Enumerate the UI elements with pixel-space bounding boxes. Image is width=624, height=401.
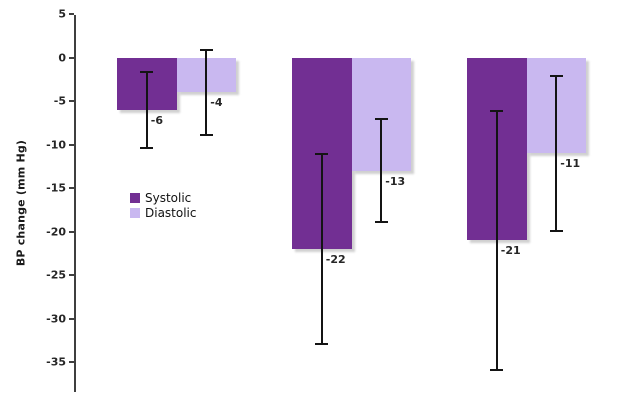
error-bar-systolic-group3	[495, 109, 498, 371]
legend-swatch-diastolic	[130, 207, 140, 218]
data-label-diastolic-group3: -11	[560, 157, 581, 171]
y-axis-title: BP change (mm Hg)	[14, 139, 28, 267]
error-bar-cap	[490, 109, 504, 112]
error-bar-diastolic-group3	[555, 74, 558, 232]
error-bar-cap	[199, 133, 213, 136]
error-bar-diastolic-group2	[380, 118, 383, 223]
error-bar-cap	[140, 70, 154, 73]
error-bar-systolic-group2	[320, 153, 323, 345]
legend-label-diastolic: Diastolic	[145, 205, 197, 220]
y-tick-mark	[69, 56, 74, 59]
data-label-systolic-group3: -21	[500, 244, 521, 258]
data-label-systolic-group2: -22	[325, 252, 346, 266]
data-label-diastolic-group1: -4	[210, 96, 223, 110]
y-tick-label: -20	[46, 225, 66, 238]
legend-label-systolic: Systolic	[145, 190, 192, 205]
error-bar-cap	[199, 48, 213, 51]
y-tick-label: -15	[46, 181, 66, 195]
error-bar-systolic-group1	[145, 70, 148, 149]
error-bar-cap	[549, 229, 563, 232]
y-tick-label: 0	[58, 51, 66, 64]
y-tick-label: -5	[53, 94, 66, 108]
y-tick-mark	[69, 274, 74, 276]
y-tick-label: -10	[46, 138, 66, 151]
y-tick-mark	[69, 13, 74, 15]
error-bar-diastolic-group1	[205, 48, 208, 136]
error-bar-cap	[374, 118, 388, 121]
y-tick-label: 5	[58, 7, 66, 21]
legend-entry-diastolic: Diastolic	[130, 205, 197, 220]
y-tick-mark	[69, 230, 74, 233]
y-tick-label: -35	[46, 355, 66, 369]
y-tick-mark	[69, 187, 74, 189]
y-tick-mark	[69, 361, 74, 363]
y-tick-label: -30	[46, 312, 66, 325]
legend-entry-systolic: Systolic	[130, 190, 197, 205]
y-tick-mark	[69, 317, 74, 320]
error-bar-cap	[374, 220, 388, 223]
legend-swatch-systolic	[130, 192, 140, 203]
y-tick-mark	[69, 100, 74, 102]
y-axis-line	[74, 15, 76, 392]
data-label-systolic-group1: -6	[150, 113, 163, 127]
data-label-diastolic-group2: -13	[385, 174, 406, 188]
legend: Systolic Diastolic	[130, 190, 197, 220]
y-tick-mark	[69, 143, 74, 146]
y-tick-label: -25	[46, 268, 66, 282]
error-bar-cap	[490, 368, 504, 371]
error-bar-cap	[315, 342, 329, 345]
error-bar-cap	[549, 74, 563, 77]
error-bar-cap	[140, 146, 154, 149]
error-bar-cap	[315, 153, 329, 156]
